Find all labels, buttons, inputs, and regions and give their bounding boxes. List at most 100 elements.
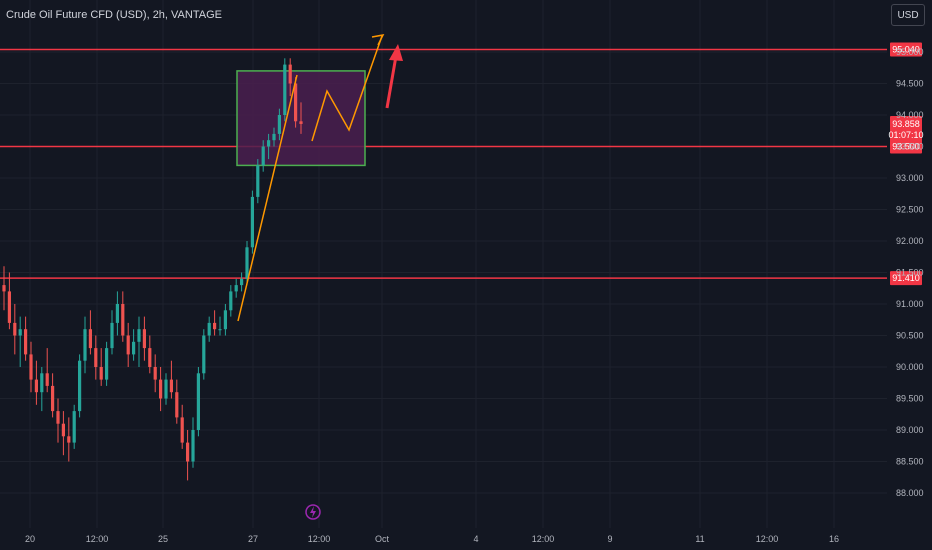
candle bbox=[121, 291, 125, 342]
candle-body bbox=[153, 367, 157, 380]
level-price-label: 91.410 bbox=[892, 273, 920, 283]
candle-body bbox=[218, 329, 222, 331]
lightning-icon bbox=[310, 506, 316, 518]
trend-line bbox=[237, 74, 298, 322]
candle-body bbox=[240, 278, 244, 286]
candle bbox=[78, 354, 82, 418]
candle-body bbox=[256, 165, 260, 197]
candle bbox=[207, 316, 211, 342]
candle bbox=[229, 285, 233, 317]
candle bbox=[148, 335, 152, 374]
candle bbox=[13, 304, 17, 355]
symbol-title: Crude Oil Future CFD (USD), 2h, VANTAGE bbox=[6, 9, 222, 21]
x-tick-label: 11 bbox=[695, 534, 704, 544]
candle-body bbox=[13, 322, 17, 336]
candle bbox=[34, 360, 38, 405]
candle-body bbox=[223, 310, 227, 330]
x-tick-label: Oct bbox=[375, 534, 390, 544]
candle bbox=[142, 316, 146, 361]
x-tick-label: 12:00 bbox=[308, 534, 331, 544]
y-tick-label: 92.500 bbox=[896, 205, 924, 215]
candle bbox=[105, 341, 109, 386]
candle bbox=[267, 133, 271, 160]
level-price-tag bbox=[890, 139, 922, 154]
candle-body bbox=[132, 341, 136, 355]
red-arrow-shaft bbox=[385, 55, 398, 109]
candle-body bbox=[191, 430, 195, 462]
candle-body bbox=[213, 322, 217, 330]
candle-body bbox=[105, 348, 109, 380]
candle bbox=[51, 373, 55, 418]
candle-body bbox=[283, 64, 287, 115]
candle-body bbox=[61, 423, 65, 437]
x-tick-label: 20 bbox=[25, 534, 35, 544]
candle bbox=[72, 404, 76, 449]
candle-body bbox=[78, 360, 82, 412]
candle bbox=[56, 398, 60, 443]
candle bbox=[223, 304, 227, 336]
x-tick-label: 12:00 bbox=[86, 534, 109, 544]
y-tick-label: 89.000 bbox=[896, 425, 924, 435]
candle-body bbox=[115, 304, 119, 323]
candle bbox=[186, 430, 190, 481]
candle bbox=[67, 417, 71, 462]
candle-body bbox=[234, 285, 238, 292]
candle-body bbox=[72, 411, 76, 443]
candle bbox=[99, 348, 103, 386]
x-tick-label: 4 bbox=[473, 534, 478, 544]
candle bbox=[61, 411, 65, 456]
price-axis: 95.000 94.500 94.000 93.500 93.000 92.500 92.0… bbox=[896, 47, 924, 498]
currency-button[interactable]: USD bbox=[891, 4, 925, 26]
level-price-label: 95.040 bbox=[892, 44, 920, 54]
candle-body bbox=[29, 354, 33, 380]
candle-body bbox=[299, 121, 303, 124]
candle bbox=[196, 367, 200, 437]
candle bbox=[283, 58, 287, 122]
candle bbox=[18, 316, 22, 367]
y-tick-label: 91.000 bbox=[896, 299, 924, 309]
candle-body bbox=[164, 379, 168, 399]
candle bbox=[126, 322, 130, 367]
candle-body bbox=[288, 64, 292, 84]
y-tick-label: 92.000 bbox=[896, 236, 924, 246]
candle bbox=[175, 379, 179, 424]
x-tick-label: 16 bbox=[829, 534, 839, 544]
candle bbox=[132, 329, 136, 361]
candle-body bbox=[294, 83, 298, 122]
candle-body bbox=[126, 335, 130, 355]
y-tick-label: 88.000 bbox=[896, 488, 924, 498]
candlestick-series bbox=[2, 58, 303, 481]
level-price-tag bbox=[890, 271, 922, 286]
candle bbox=[94, 335, 98, 380]
candle bbox=[88, 310, 92, 355]
candle-body bbox=[229, 291, 233, 311]
candle-body bbox=[169, 379, 173, 393]
candle bbox=[294, 77, 298, 128]
candle-body bbox=[51, 385, 55, 412]
x-tick-label: 25 bbox=[158, 534, 168, 544]
candle-body bbox=[175, 392, 179, 418]
candle-body bbox=[83, 329, 87, 361]
candle bbox=[169, 360, 173, 399]
candle-body bbox=[7, 291, 11, 323]
events-marker[interactable] bbox=[305, 504, 321, 520]
candle-body bbox=[56, 411, 60, 424]
y-tick-label: 88.500 bbox=[896, 457, 924, 467]
candle-body bbox=[24, 329, 28, 355]
candle bbox=[180, 404, 184, 449]
countdown-label: 01:07:10 bbox=[888, 130, 923, 140]
candle bbox=[234, 278, 238, 298]
candle bbox=[24, 316, 28, 361]
candle bbox=[272, 127, 276, 147]
y-tick-label: 93.500 bbox=[896, 142, 924, 152]
candle bbox=[277, 108, 281, 141]
x-tick-label: 27 bbox=[248, 534, 258, 544]
last-price-label: 93.858 bbox=[892, 119, 920, 129]
y-tick-label: 90.500 bbox=[896, 331, 924, 341]
candle-body bbox=[40, 373, 44, 393]
candle bbox=[299, 102, 303, 134]
time-axis: 20 12:00 25 27 12:00 Oct 4 12:00 9 11 12:00 16 bbox=[25, 534, 839, 544]
candle bbox=[218, 316, 222, 336]
